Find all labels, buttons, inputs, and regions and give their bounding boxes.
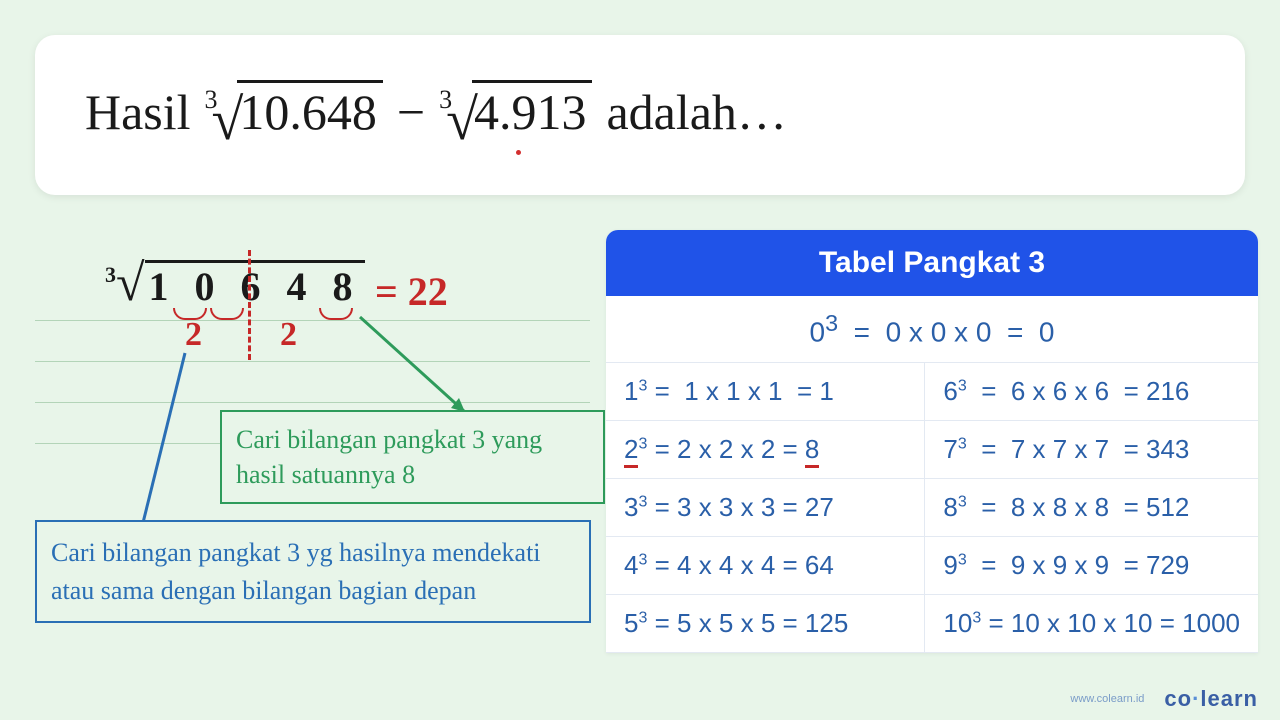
question-text: Hasil 3 √ 10.648 − 3 √ 4.913 adalah…: [85, 80, 1195, 141]
table-cell: 53 = 5 x 5 x 5 = 125: [606, 595, 925, 653]
footer: www.colearn.id co·learn: [1070, 686, 1258, 712]
digit-mark-2: 2: [280, 316, 297, 354]
handwritten-cuberoot: 3√1 0 6 4 8: [105, 260, 365, 310]
table-cell: 33 = 3 x 3 x 3 = 27: [606, 479, 925, 537]
table-grid: 13 = 1 x 1 x 1 = 1 63 = 6 x 6 x 6 = 216 …: [606, 363, 1258, 653]
table-cell: 43 = 4 x 4 x 4 = 64: [606, 537, 925, 595]
cube-power-table: Tabel Pangkat 3 03 = 0 x 0 x 0 = 0 13 = …: [606, 230, 1258, 653]
working-area: 3√1 0 6 4 8 = 22 2 2 Cari bilangan pangk…: [35, 230, 590, 680]
table-cell: 13 = 1 x 1 x 1 = 1: [606, 363, 925, 421]
question-card: Hasil 3 √ 10.648 − 3 √ 4.913 adalah…: [35, 35, 1245, 195]
note-blue: Cari bilangan pangkat 3 yg hasilnya mend…: [35, 520, 591, 623]
question-suffix: adalah…: [606, 83, 786, 141]
table-row-zero: 03 = 0 x 0 x 0 = 0: [606, 296, 1258, 363]
marker-dot: [516, 150, 521, 155]
table-cell: 93 = 9 x 9 x 9 = 729: [925, 537, 1258, 595]
table-title: Tabel Pangkat 3: [606, 230, 1258, 296]
table-cell: 103 = 10 x 10 x 10 = 1000: [925, 595, 1258, 653]
table-cell: 63 = 6 x 6 x 6 = 216: [925, 363, 1258, 421]
brand-logo: co·learn: [1164, 686, 1258, 712]
table-cell: 83 = 8 x 8 x 8 = 512: [925, 479, 1258, 537]
question-prefix: Hasil: [85, 83, 191, 141]
note-green: Cari bilangan pangkat 3 yang hasil satua…: [220, 410, 605, 504]
blue-arrow-icon: [130, 348, 190, 548]
handwritten-result: = 22: [375, 268, 448, 315]
cuberoot-2: 3 √ 4.913: [439, 80, 592, 141]
red-dashed-divider: [248, 250, 251, 360]
table-cell: 23 = 2 x 2 x 2 = 8: [606, 421, 925, 479]
footer-url: www.colearn.id: [1070, 693, 1144, 705]
cuberoot-1: 3 √ 10.648: [205, 80, 383, 141]
table-cell: 73 = 7 x 7 x 7 = 343: [925, 421, 1258, 479]
green-arrow-icon: [355, 312, 475, 422]
